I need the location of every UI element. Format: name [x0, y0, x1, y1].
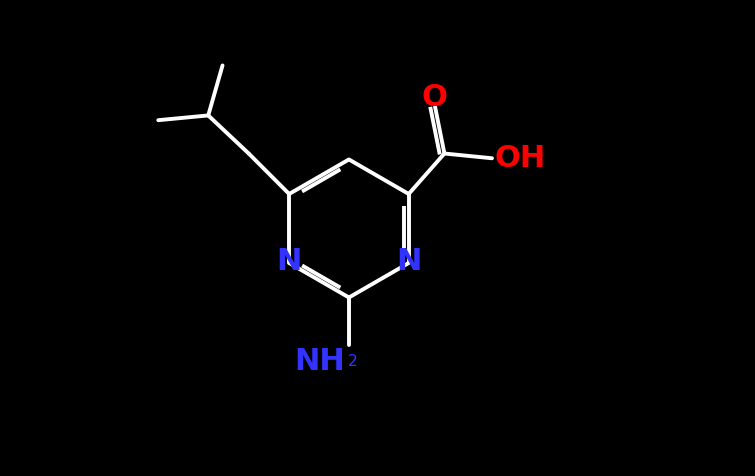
Text: $_2$: $_2$	[347, 349, 357, 369]
Text: N: N	[276, 247, 302, 276]
Text: NH: NH	[294, 347, 345, 376]
Text: OH: OH	[495, 144, 546, 173]
Text: O: O	[422, 83, 448, 112]
Text: N: N	[396, 247, 421, 276]
